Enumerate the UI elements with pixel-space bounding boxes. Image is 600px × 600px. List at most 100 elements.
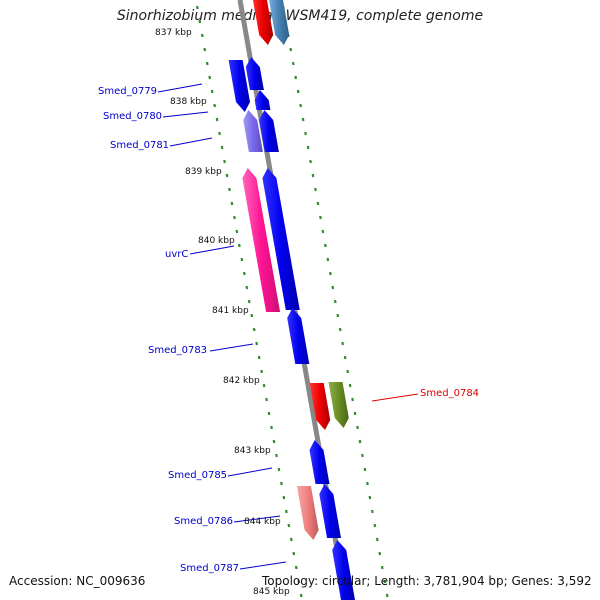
gene-label[interactable]: uvrC: [165, 249, 188, 260]
gene-arrow: [296, 486, 319, 540]
inner-tick: [200, 33, 204, 38]
position-label: 839 kbp: [185, 167, 222, 177]
outer-tick: [361, 453, 364, 458]
outer-tick: [385, 593, 389, 598]
inner-tick: [215, 117, 219, 122]
inner-tick: [245, 285, 249, 290]
position-labels: 837 kbp 838 kbp 839 kbp 840 kbp 841 kbp 842 k…: [155, 28, 290, 597]
outer-tick: [380, 565, 384, 570]
position-label: 840 kbp: [198, 236, 235, 246]
outer-tick: [289, 47, 293, 52]
inner-tick: [208, 75, 212, 80]
inner-tick: [198, 19, 202, 24]
label-leader-line: [371, 393, 419, 402]
outer-tick: [348, 383, 352, 388]
outer-tick: [309, 159, 312, 164]
inner-tick: [238, 243, 241, 248]
gene-label[interactable]: Smed_0781: [110, 140, 169, 151]
outer-tick: [371, 509, 374, 514]
inner-tick: [299, 593, 303, 598]
outer-tick: [319, 215, 322, 220]
inner-tick: [235, 229, 239, 234]
gene-arrow: [228, 60, 250, 112]
inner-tick: [218, 131, 221, 136]
inner-tick: [292, 551, 296, 556]
gene-arrow: [268, 0, 290, 45]
gene-label[interactable]: Smed_0786: [174, 516, 233, 527]
inner-tick: [240, 257, 244, 262]
outer-tick: [291, 61, 295, 66]
position-label: 841 kbp: [212, 306, 249, 316]
label-leader-line: [239, 561, 287, 570]
outer-tick: [368, 495, 372, 500]
inner-tick: [203, 47, 207, 52]
inner-tick: [205, 61, 209, 66]
position-label: 844 kbp: [244, 517, 281, 527]
outer-tick: [314, 187, 317, 192]
outer-tick: [296, 89, 300, 94]
outer-tick: [351, 397, 354, 402]
inner-tick: [223, 159, 226, 164]
outer-tick: [375, 537, 379, 542]
inner-tick: [196, 5, 199, 10]
inner-tick: [277, 467, 281, 472]
outer-tick: [329, 271, 332, 276]
inner-tick: [220, 145, 224, 150]
inner-tick: [285, 509, 288, 514]
inner-tick: [247, 299, 251, 304]
outer-tick: [304, 131, 307, 136]
genome-summary-text: Topology: circular; Length: 3,781,904 bp…: [262, 574, 592, 588]
position-label: 842 kbp: [223, 376, 260, 386]
outer-tick: [321, 229, 325, 234]
gene-arrow: [259, 110, 279, 152]
gene-arrow: [287, 308, 310, 364]
inner-tick: [255, 341, 258, 346]
label-leader-lines: [157, 83, 419, 570]
outer-tick: [373, 523, 377, 528]
inner-tick: [228, 187, 231, 192]
gene-label[interactable]: Smed_0784: [420, 388, 479, 399]
outer-tick: [324, 243, 327, 248]
gene-label[interactable]: Smed_0780: [103, 111, 162, 122]
gene-arrow: [252, 0, 274, 45]
gene-arrow: [245, 57, 264, 90]
label-leader-line: [157, 83, 203, 93]
map-title: Sinorhizobium medicae WSM419, complete g…: [116, 8, 484, 24]
outer-tick: [346, 369, 349, 374]
outer-tick: [363, 467, 367, 472]
inner-tick: [265, 397, 268, 402]
gene-arrow: [309, 440, 330, 484]
inner-tick: [230, 201, 234, 206]
inner-tick: [225, 173, 229, 178]
position-label: 837 kbp: [155, 28, 192, 38]
inner-tick: [250, 313, 254, 318]
inner-tick: [257, 355, 261, 360]
inner-tick: [297, 579, 301, 584]
gene-arrow: [243, 110, 263, 152]
gene-label[interactable]: Smed_0787: [180, 563, 239, 574]
position-label: 845 kbp: [253, 587, 290, 597]
inner-tick: [280, 481, 283, 486]
gene-arrow: [254, 90, 271, 110]
inner-tick: [252, 327, 256, 332]
label-leader-line: [169, 137, 213, 147]
position-label: 838 kbp: [170, 97, 207, 107]
inner-tick-ring: [196, 5, 303, 598]
gene-arrow: [262, 168, 300, 310]
outer-tick: [336, 313, 340, 318]
outer-tick: [306, 145, 310, 150]
outer-tick: [311, 173, 315, 178]
inner-tick: [243, 271, 246, 276]
gene-label[interactable]: Smed_0785: [168, 470, 227, 481]
inner-tick: [260, 369, 263, 374]
outer-tick: [383, 579, 387, 584]
gene-arrow: [332, 540, 355, 600]
outer-tick: [366, 481, 369, 486]
gene-label[interactable]: Smed_0779: [98, 86, 157, 97]
inner-tick: [213, 103, 216, 108]
gene-arrow: [319, 484, 341, 538]
position-label: 843 kbp: [234, 446, 271, 456]
outer-tick: [343, 355, 347, 360]
gene-label[interactable]: Smed_0783: [148, 345, 207, 356]
